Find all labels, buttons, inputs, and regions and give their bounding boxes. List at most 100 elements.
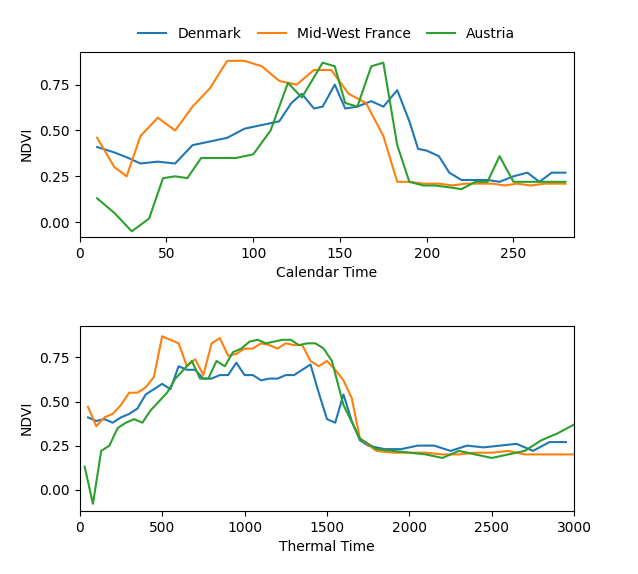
Denmark xyxy=(241,371,248,378)
Denmark xyxy=(367,98,375,104)
Mid-West France xyxy=(501,182,508,189)
Denmark xyxy=(133,405,141,412)
Denmark xyxy=(496,442,504,449)
Mid-West France xyxy=(348,394,355,401)
Denmark xyxy=(206,138,214,145)
Mid-West France xyxy=(521,451,528,458)
Mid-West France xyxy=(299,342,306,348)
Mid-West France xyxy=(541,180,549,187)
Denmark xyxy=(125,410,133,417)
Mid-West France xyxy=(93,423,100,430)
Mid-West France xyxy=(422,449,430,456)
Denmark xyxy=(191,366,199,373)
Austria xyxy=(160,174,167,181)
Austria xyxy=(237,345,245,352)
Denmark xyxy=(445,169,453,176)
Denmark xyxy=(545,439,553,445)
Austria xyxy=(155,398,163,405)
Austria xyxy=(197,154,205,161)
Mid-West France xyxy=(293,81,300,88)
Denmark xyxy=(299,366,306,373)
Austria xyxy=(254,336,262,343)
Austria xyxy=(197,375,204,382)
Mid-West France xyxy=(419,180,427,187)
Mid-West France xyxy=(249,345,256,352)
Austria xyxy=(188,358,196,364)
Denmark xyxy=(142,391,149,398)
Mid-West France xyxy=(175,340,182,347)
Denmark xyxy=(364,442,372,449)
Denmark xyxy=(331,81,339,88)
Denmark xyxy=(562,439,570,445)
Denmark xyxy=(200,375,207,382)
Denmark xyxy=(154,158,161,165)
Mid-West France xyxy=(206,85,214,92)
Mid-West France xyxy=(84,404,92,410)
Denmark xyxy=(380,103,387,110)
Denmark xyxy=(423,147,431,154)
Denmark xyxy=(93,144,101,150)
Austria xyxy=(110,210,118,216)
Line: Denmark: Denmark xyxy=(88,363,566,451)
Mid-West France xyxy=(406,179,413,185)
Denmark xyxy=(561,169,569,176)
Mid-West France xyxy=(122,173,130,180)
Austria xyxy=(279,336,286,343)
Austria xyxy=(445,184,453,191)
Denmark xyxy=(463,442,471,449)
Mid-West France xyxy=(380,133,387,139)
Mid-West France xyxy=(527,182,535,189)
Austria xyxy=(455,448,463,455)
Mid-West France xyxy=(208,340,216,347)
Mid-West France xyxy=(137,133,144,139)
Denmark xyxy=(373,444,380,451)
Austria xyxy=(221,363,228,370)
Mid-West France xyxy=(241,57,248,64)
Denmark xyxy=(315,389,323,396)
Mid-West France xyxy=(327,67,335,73)
Austria xyxy=(536,179,544,185)
Austria xyxy=(524,179,531,185)
Denmark xyxy=(524,169,531,176)
Denmark xyxy=(249,371,256,378)
Austria xyxy=(496,153,503,160)
Mid-West France xyxy=(394,179,401,185)
Mid-West France xyxy=(216,335,224,342)
Mid-West France xyxy=(461,180,469,187)
Mid-West France xyxy=(110,164,118,170)
Mid-West France xyxy=(315,363,323,370)
Austria xyxy=(406,449,413,456)
Mid-West France xyxy=(117,402,125,409)
Austria xyxy=(367,63,375,70)
Denmark xyxy=(331,419,339,426)
Austria xyxy=(147,407,154,414)
Austria xyxy=(471,451,479,458)
Austria xyxy=(380,59,387,66)
Denmark xyxy=(457,177,465,184)
Austria xyxy=(172,173,179,180)
Austria xyxy=(389,448,397,455)
Denmark xyxy=(225,371,232,378)
Denmark xyxy=(496,179,503,185)
Mid-West France xyxy=(505,448,512,455)
Austria xyxy=(249,151,257,158)
Denmark xyxy=(356,437,364,444)
Mid-West France xyxy=(223,57,231,64)
Denmark xyxy=(341,105,349,112)
Mid-West France xyxy=(189,103,197,110)
Austria xyxy=(130,416,138,422)
Mid-West France xyxy=(475,180,482,187)
Austria xyxy=(353,103,361,110)
Denmark xyxy=(137,160,144,167)
Austria xyxy=(229,349,237,356)
Denmark xyxy=(223,134,231,141)
Austria xyxy=(537,437,545,444)
Austria xyxy=(471,179,479,185)
X-axis label: Calendar Time: Calendar Time xyxy=(276,266,378,280)
Austria xyxy=(295,342,303,348)
Denmark xyxy=(307,361,315,368)
Denmark xyxy=(172,160,179,167)
Mid-West France xyxy=(435,180,443,187)
Denmark xyxy=(513,440,521,447)
Austria xyxy=(287,336,295,343)
